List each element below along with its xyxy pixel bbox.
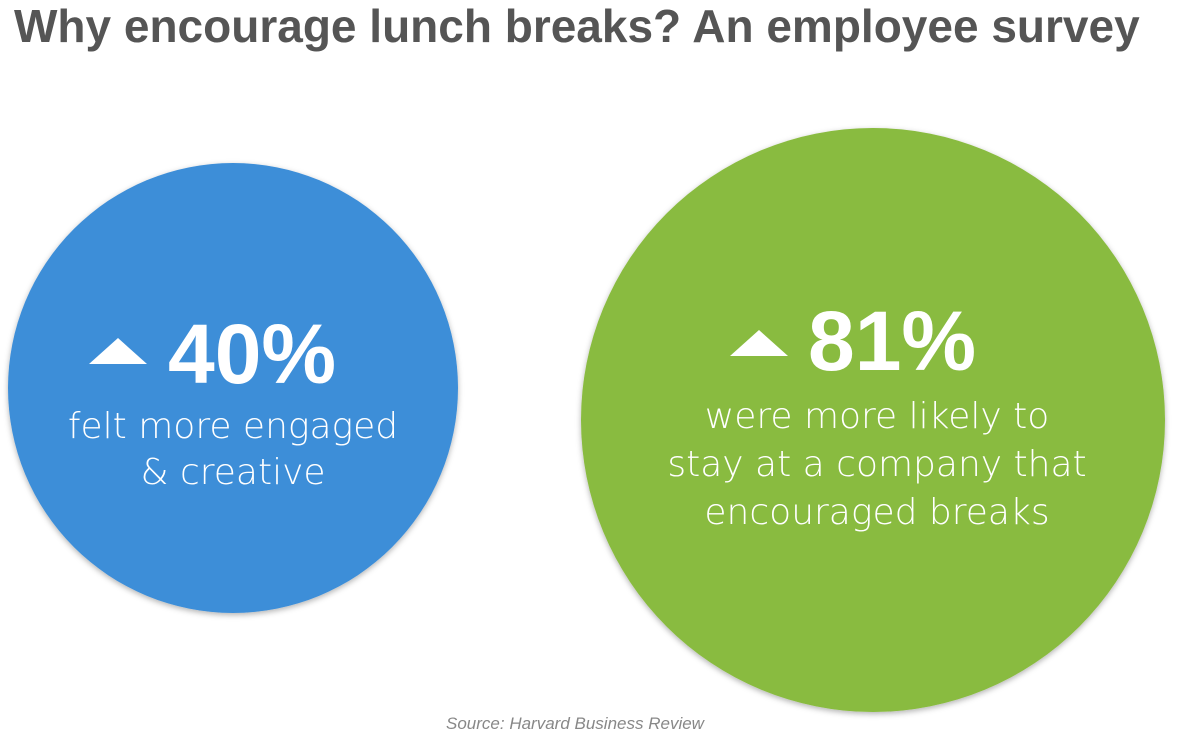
stat-figure: 81% xyxy=(808,294,976,388)
up-arrow xyxy=(89,338,147,364)
up-arrow xyxy=(730,330,788,356)
stat-description: encouraged breaks xyxy=(704,492,1049,533)
blue-circle xyxy=(8,163,458,613)
stat-figure: 40% xyxy=(168,307,336,401)
stat-description: were more likely to xyxy=(705,396,1050,437)
stat-description: felt more engaged xyxy=(68,406,398,447)
green-circle xyxy=(581,128,1165,712)
title: Why encourage lunch breaks? An employee … xyxy=(14,0,1140,52)
source: Source: Harvard Business Review xyxy=(446,714,706,733)
stat-description: & creative xyxy=(140,452,325,493)
stat-description: stay at a company that xyxy=(667,444,1086,485)
